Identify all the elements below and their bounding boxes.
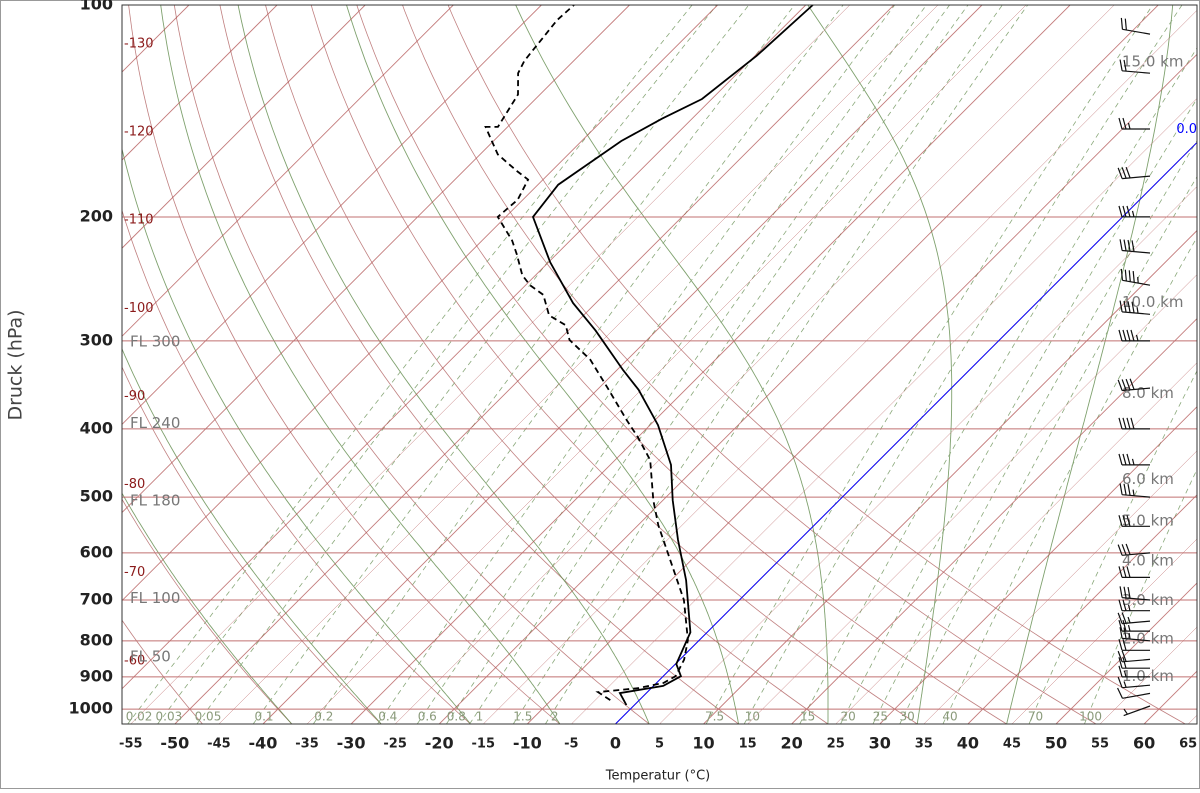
x-tick-label: 30 bbox=[869, 734, 891, 753]
x-tick-label: 20 bbox=[781, 734, 803, 753]
isotherm-label: -130 bbox=[124, 36, 154, 51]
y-tick-label: 900 bbox=[80, 666, 113, 685]
x-tick-label: 35 bbox=[915, 737, 933, 752]
y-axis-label: Druck (hPa) bbox=[5, 309, 27, 420]
y-tick-label: 500 bbox=[80, 487, 113, 506]
x-tick-label: -50 bbox=[160, 734, 189, 753]
mixing-ratio-label: 0.05 bbox=[195, 710, 222, 724]
flight-level-label: FL 50 bbox=[130, 647, 171, 665]
y-tick-label: 1000 bbox=[68, 699, 113, 718]
x-tick-label: 40 bbox=[957, 734, 979, 753]
mixing-ratio-label: 7.5 bbox=[705, 710, 724, 724]
x-tick-label: -40 bbox=[249, 734, 278, 753]
x-tick-label: 55 bbox=[1091, 737, 1109, 752]
x-tick-label: 5 bbox=[655, 737, 664, 752]
x-tick-label: -35 bbox=[295, 737, 319, 752]
height-label: 10.0 km bbox=[1122, 293, 1183, 311]
mixing-ratio-label: 30 bbox=[899, 710, 914, 724]
mixing-ratio-label: 0.2 bbox=[314, 710, 333, 724]
mixing-ratio-label: 10 bbox=[745, 710, 760, 724]
y-tick-label: 800 bbox=[80, 630, 113, 649]
mixing-ratio-label: 20 bbox=[841, 710, 856, 724]
x-tick-label: 65 bbox=[1179, 737, 1197, 752]
x-tick-label: 10 bbox=[692, 734, 714, 753]
mixing-ratio-label: 25 bbox=[873, 710, 888, 724]
mixing-ratio-label: 0.4 bbox=[378, 710, 397, 724]
y-tick-label: 300 bbox=[80, 330, 113, 349]
mixing-ratio-label: 0.1 bbox=[254, 710, 273, 724]
mixing-ratio-label: 40 bbox=[942, 710, 957, 724]
mixing-ratio-label: 0.03 bbox=[156, 710, 183, 724]
x-tick-label: -5 bbox=[564, 737, 578, 752]
x-tick-label: -30 bbox=[337, 734, 366, 753]
x-tick-label: -15 bbox=[472, 737, 496, 752]
x-tick-label: -55 bbox=[119, 737, 143, 752]
isotherm-label: -120 bbox=[124, 125, 154, 140]
mixing-ratio-label: 1 bbox=[476, 710, 484, 724]
x-tick-label: -20 bbox=[425, 734, 454, 753]
flight-level-label: FL 100 bbox=[130, 589, 180, 607]
y-tick-label: 700 bbox=[80, 590, 113, 609]
mixing-ratio-label: 1.5 bbox=[513, 710, 532, 724]
x-tick-label: 0 bbox=[610, 734, 621, 753]
isotherm-label: -90 bbox=[124, 389, 145, 404]
x-tick-label: -10 bbox=[513, 734, 542, 753]
mixing-ratio-label: 15 bbox=[800, 710, 815, 724]
x-tick-label: 50 bbox=[1045, 734, 1067, 753]
mixing-ratio-label: 0.02 bbox=[126, 710, 153, 724]
mixing-ratio-label: 2 bbox=[551, 710, 559, 724]
y-tick-label: 400 bbox=[80, 418, 113, 437]
isotherm-label: -100 bbox=[124, 301, 154, 316]
flight-level-label: FL 300 bbox=[130, 332, 180, 350]
mixing-ratio-label: 0.6 bbox=[418, 710, 437, 724]
x-tick-label: -45 bbox=[207, 737, 231, 752]
height-label: 8.0 km bbox=[1122, 384, 1174, 402]
mixing-ratio-label: 70 bbox=[1028, 710, 1043, 724]
x-tick-label: 15 bbox=[739, 737, 757, 752]
flight-level-label: FL 240 bbox=[130, 414, 180, 432]
x-tick-label: 25 bbox=[827, 737, 845, 752]
y-tick-label: 100 bbox=[80, 0, 113, 14]
height-label: 6.0 km bbox=[1122, 470, 1174, 488]
x-tick-label: 45 bbox=[1003, 737, 1021, 752]
flight-level-label: FL 180 bbox=[130, 491, 180, 509]
x-axis-label: Temperatur (°C) bbox=[605, 769, 711, 784]
mixing-ratio-label: 100 bbox=[1079, 710, 1102, 724]
mixing-ratio-label: 0.8 bbox=[447, 710, 466, 724]
y-tick-label: 600 bbox=[80, 542, 113, 561]
y-tick-label: 200 bbox=[80, 206, 113, 225]
isotherm-label: -80 bbox=[124, 477, 145, 492]
isotherm-label: -110 bbox=[124, 213, 154, 228]
height-label: 1.0 km bbox=[1122, 667, 1174, 685]
x-tick-label: 60 bbox=[1133, 734, 1155, 753]
isotherm-label: -70 bbox=[124, 565, 145, 580]
x-tick-label: -25 bbox=[383, 737, 407, 752]
zero-isotherm-label: 0.0 bbox=[1176, 122, 1197, 137]
height-label: 15.0 km bbox=[1122, 52, 1183, 70]
